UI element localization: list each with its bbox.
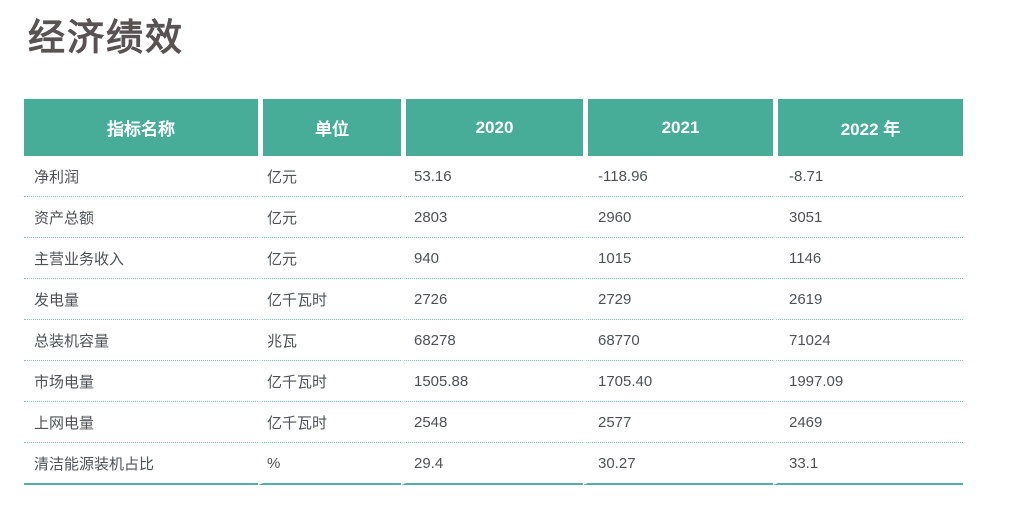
table-cell: 上网电量 — [24, 402, 258, 443]
header-row: 指标名称 单位 2020 2021 2022 年 — [24, 99, 963, 156]
table-cell: 1705.40 — [583, 361, 773, 402]
table-cell: 2469 — [773, 402, 963, 443]
table-cell: 清洁能源装机占比 — [24, 443, 258, 485]
table-cell: 总装机容量 — [24, 320, 258, 361]
table-cell: 主营业务收入 — [24, 238, 258, 279]
table-cell: 1997.09 — [773, 361, 963, 402]
table-cell: 68770 — [583, 320, 773, 361]
table-cell: -118.96 — [583, 156, 773, 197]
table-cell: 资产总额 — [24, 197, 258, 238]
table-cell: 亿千瓦时 — [258, 361, 401, 402]
table-cell: 71024 — [773, 320, 963, 361]
table-row: 资产总额 亿元 2803 2960 3051 — [24, 197, 963, 238]
column-header-2022: 2022 年 — [773, 99, 963, 156]
table-body: 净利润 亿元 53.16 -118.96 -8.71 资产总额 亿元 2803 2960 3051… — [24, 156, 963, 485]
column-header-2021: 2021 — [583, 99, 773, 156]
table-row: 主营业务收入 亿元 940 1015 1146 — [24, 238, 963, 279]
table-cell: 33.1 — [773, 443, 963, 485]
column-header-2020: 2020 — [401, 99, 583, 156]
table-cell: 30.27 — [583, 443, 773, 485]
table-cell: 2729 — [583, 279, 773, 320]
table-cell: 2960 — [583, 197, 773, 238]
table-cell: 亿千瓦时 — [258, 402, 401, 443]
column-header-unit: 单位 — [258, 99, 401, 156]
economic-performance-table: 指标名称 单位 2020 2021 2022 年 净利润 亿元 53.16 -118.… — [24, 99, 963, 485]
table-cell: 29.4 — [401, 443, 583, 485]
table-cell: 1015 — [583, 238, 773, 279]
table-cell: 2803 — [401, 197, 583, 238]
table-cell: 68278 — [401, 320, 583, 361]
table-row: 上网电量 亿千瓦时 2548 2577 2469 — [24, 402, 963, 443]
table-row: 净利润 亿元 53.16 -118.96 -8.71 — [24, 156, 963, 197]
table-cell: 2619 — [773, 279, 963, 320]
table-cell: 2726 — [401, 279, 583, 320]
page-title: 经济绩效 — [28, 17, 184, 58]
table-cell: 亿元 — [258, 197, 401, 238]
table-cell: 兆瓦 — [258, 320, 401, 361]
table-cell: -8.71 — [773, 156, 963, 197]
column-header-indicator-name: 指标名称 — [24, 99, 258, 156]
table-cell: 亿元 — [258, 156, 401, 197]
table-cell: 净利润 — [24, 156, 258, 197]
table-cell: 940 — [401, 238, 583, 279]
table-cell: 2548 — [401, 402, 583, 443]
table-row: 总装机容量 兆瓦 68278 68770 71024 — [24, 320, 963, 361]
table-header: 指标名称 单位 2020 2021 2022 年 — [24, 99, 963, 156]
table-cell: 市场电量 — [24, 361, 258, 402]
table-cell: 亿元 — [258, 238, 401, 279]
table-row: 清洁能源装机占比% 29.4 30.27 33.1 — [24, 443, 963, 485]
table-cell: 发电量 — [24, 279, 258, 320]
table-cell: 1146 — [773, 238, 963, 279]
table-cell: 1505.88 — [401, 361, 583, 402]
table-cell: % — [258, 443, 401, 485]
table-cell: 3051 — [773, 197, 963, 238]
table-cell: 亿千瓦时 — [258, 279, 401, 320]
table-cell: 53.16 — [401, 156, 583, 197]
table-row: 市场电量 亿千瓦时 1505.88 1705.40 1997.09 — [24, 361, 963, 402]
table-row: 发电量 亿千瓦时 2726 2729 2619 — [24, 279, 963, 320]
table-cell: 2577 — [583, 402, 773, 443]
